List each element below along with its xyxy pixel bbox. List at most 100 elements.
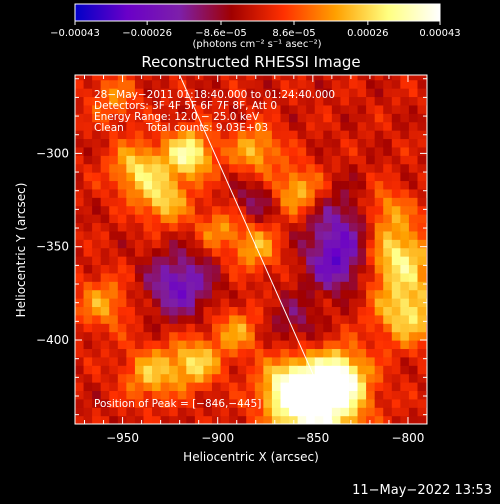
heatmap-cell	[254, 407, 264, 417]
heatmap-cell	[391, 272, 401, 282]
heatmap-cell	[408, 214, 419, 224]
heatmap-cell	[408, 373, 419, 383]
heatmap-cell	[109, 264, 119, 274]
heatmap-cell	[314, 172, 324, 182]
heatmap-cell	[194, 356, 205, 366]
heatmap-cell	[297, 365, 307, 375]
heatmap-cell	[92, 155, 102, 165]
heatmap-cell	[263, 155, 273, 165]
heatmap-cell	[306, 314, 316, 324]
heatmap-cell	[237, 323, 247, 333]
heatmap-cell	[297, 146, 307, 156]
heatmap-cell	[152, 398, 162, 408]
heatmap-cell	[323, 331, 333, 341]
heatmap-cell	[92, 331, 102, 341]
heatmap-cell	[289, 390, 299, 400]
heatmap-cell	[254, 121, 264, 131]
heatmap-cell	[237, 314, 247, 324]
heatmap-cell	[177, 264, 187, 274]
heatmap-cell	[263, 197, 273, 207]
heatmap-cell	[83, 281, 93, 291]
heatmap-cell	[400, 222, 410, 232]
heatmap-cell	[280, 256, 290, 266]
heatmap-cell	[152, 188, 162, 198]
heatmap-cell	[271, 146, 282, 156]
heatmap-cell	[109, 214, 119, 224]
heatmap-cell	[229, 121, 239, 131]
heatmap-cell	[400, 205, 410, 215]
heatmap-cell	[400, 348, 410, 358]
heatmap-cell	[254, 247, 264, 257]
heatmap-cell	[160, 230, 170, 240]
heatmap-cell	[280, 365, 290, 375]
heatmap-cell	[126, 180, 136, 190]
heatmap-cell	[203, 222, 213, 232]
heatmap-cell	[306, 88, 316, 98]
heatmap-cell	[408, 230, 419, 240]
heatmap-cell	[323, 239, 333, 249]
heatmap-cell	[160, 272, 170, 282]
heatmap-cell	[306, 323, 316, 333]
heatmap-cell	[160, 323, 170, 333]
heatmap-cell	[109, 155, 119, 165]
heatmap-cell	[331, 239, 342, 249]
heatmap-cell	[75, 96, 85, 106]
heatmap-cell	[100, 138, 110, 148]
heatmap-cell	[306, 205, 316, 215]
heatmap-cell	[246, 323, 256, 333]
heatmap-cell	[366, 96, 376, 106]
heatmap-cell	[400, 373, 410, 383]
heatmap-cell	[297, 138, 307, 148]
heatmap-cell	[408, 281, 419, 291]
heatmap-cell	[194, 390, 205, 400]
heatmap-cell	[391, 222, 401, 232]
heatmap-cell	[83, 348, 93, 358]
heatmap-cell	[220, 155, 230, 165]
heatmap-cell	[263, 75, 273, 81]
heatmap-cell	[408, 180, 419, 190]
heatmap-cell	[152, 382, 162, 392]
heatmap-cell	[211, 172, 222, 182]
heatmap-cell	[169, 272, 179, 282]
heatmap-cell	[297, 415, 307, 424]
heatmap-cell	[134, 214, 145, 224]
heatmap-cell	[220, 79, 230, 89]
heatmap-cell	[220, 104, 230, 114]
heatmap-cell	[323, 373, 333, 383]
heatmap-cell	[246, 146, 256, 156]
heatmap-cell	[229, 365, 239, 375]
heatmap-cell	[177, 138, 187, 148]
heatmap-cell	[314, 146, 324, 156]
heatmap-cell	[263, 281, 273, 291]
heatmap-cell	[383, 264, 393, 274]
heatmap-cell	[383, 365, 393, 375]
heatmap-cell	[383, 230, 393, 240]
heatmap-cell	[323, 323, 333, 333]
heatmap-cell	[143, 214, 153, 224]
heatmap-cell	[306, 306, 316, 316]
heatmap-cell	[383, 298, 393, 308]
heatmap-cell	[186, 382, 196, 392]
heatmap-cell	[160, 113, 170, 123]
heatmap-cell	[289, 298, 299, 308]
heatmap-cell	[289, 289, 299, 299]
heatmap-cell	[374, 121, 384, 131]
heatmap-cell	[134, 390, 145, 400]
heatmap-cell	[100, 356, 110, 366]
heatmap-cell	[186, 163, 196, 173]
heatmap-cell	[126, 390, 136, 400]
heatmap-cell	[391, 415, 401, 424]
heatmap-cell	[109, 104, 119, 114]
heatmap-cell	[143, 130, 153, 140]
heatmap-cell	[254, 289, 264, 299]
heatmap-cell	[203, 130, 213, 140]
heatmap-cell	[203, 272, 213, 282]
heatmap-cell	[263, 104, 273, 114]
heatmap-cell	[280, 340, 290, 350]
heatmap-cell	[357, 222, 367, 232]
heatmap-cell	[169, 104, 179, 114]
heatmap-cell	[400, 365, 410, 375]
heatmap-cell	[400, 323, 410, 333]
heatmap-cell	[340, 298, 350, 308]
heatmap-cell	[314, 88, 324, 98]
